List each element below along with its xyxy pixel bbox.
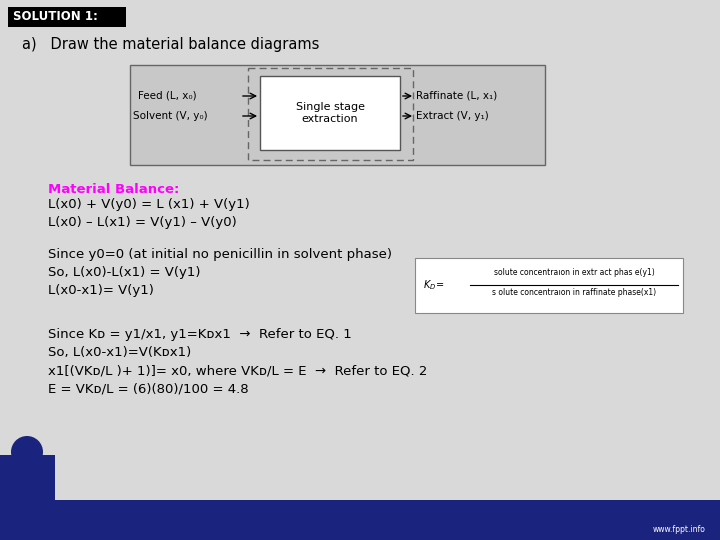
Text: Solvent (V, y₀): Solvent (V, y₀) <box>133 111 207 121</box>
Polygon shape <box>46 518 92 540</box>
Text: www.fppt.info: www.fppt.info <box>653 525 706 534</box>
Bar <box>248 68 413 160</box>
Text: Since Kᴅ = y1/x1, y1=Kᴅx1  →  Refer to EQ. 1: Since Kᴅ = y1/x1, y1=Kᴅx1 → Refer to EQ.… <box>48 328 352 341</box>
Text: L(x0) + V(y0) = L (x1) + V(y1): L(x0) + V(y0) = L (x1) + V(y1) <box>48 198 250 211</box>
Text: solute concentraıon in extr act phas e(y1): solute concentraıon in extr act phas e(y… <box>494 268 654 277</box>
Text: Feed (L, x₀): Feed (L, x₀) <box>138 91 197 101</box>
Circle shape <box>11 436 43 468</box>
Text: a)   Draw the material balance diagrams: a) Draw the material balance diagrams <box>22 37 320 52</box>
Polygon shape <box>230 518 276 540</box>
Text: $K_D\!=\!$: $K_D\!=\!$ <box>423 279 444 292</box>
Text: Material Balance:: Material Balance: <box>48 183 179 196</box>
Text: SOLUTION 1:: SOLUTION 1: <box>13 10 98 24</box>
Polygon shape <box>368 518 414 540</box>
Polygon shape <box>414 518 460 540</box>
Bar <box>415 258 683 313</box>
Text: Since y0=0 (at initial no penicillin in solvent phase): Since y0=0 (at initial no penicillin in … <box>48 248 392 261</box>
Text: Extract (V, y₁): Extract (V, y₁) <box>416 111 489 121</box>
Bar <box>260 76 400 150</box>
Text: extraction: extraction <box>302 114 359 124</box>
Text: L(x0-x1)= V(y1): L(x0-x1)= V(y1) <box>48 284 154 297</box>
Polygon shape <box>506 518 552 540</box>
Bar <box>8 7 126 27</box>
Text: So, L(x0-x1)=V(Kᴅx1): So, L(x0-x1)=V(Kᴅx1) <box>48 346 192 359</box>
Bar <box>0 455 55 540</box>
Polygon shape <box>138 518 184 540</box>
Polygon shape <box>552 518 598 540</box>
Text: Raffinate (L, x₁): Raffinate (L, x₁) <box>416 91 498 101</box>
Text: So, L(x0)-L(x1) = V(y1): So, L(x0)-L(x1) = V(y1) <box>48 266 200 279</box>
Text: L(x0) – L(x1) = V(y1) – V(y0): L(x0) – L(x1) = V(y1) – V(y0) <box>48 216 237 229</box>
Bar <box>130 65 545 165</box>
Polygon shape <box>276 518 322 540</box>
Polygon shape <box>0 518 46 540</box>
Polygon shape <box>460 518 506 540</box>
Polygon shape <box>322 518 368 540</box>
Polygon shape <box>644 518 690 540</box>
Text: Single stage: Single stage <box>295 102 364 112</box>
Text: s olute concentraıon in raffinate phase(x1): s olute concentraıon in raffinate phase(… <box>492 288 656 297</box>
Polygon shape <box>92 518 138 540</box>
Polygon shape <box>598 518 644 540</box>
Text: x1[(VKᴅ/L )+ 1)]= x0, where VKᴅ/L = E  →  Refer to EQ. 2: x1[(VKᴅ/L )+ 1)]= x0, where VKᴅ/L = E → … <box>48 364 428 377</box>
Polygon shape <box>184 518 230 540</box>
Polygon shape <box>690 518 720 540</box>
Bar <box>0 500 720 540</box>
Text: E = VKᴅ/L = (6)(80)/100 = 4.8: E = VKᴅ/L = (6)(80)/100 = 4.8 <box>48 382 248 395</box>
